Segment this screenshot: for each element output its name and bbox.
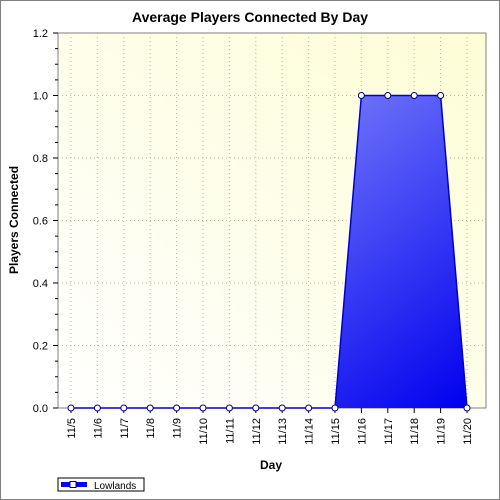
x-tick-label: 11/17 <box>383 418 395 445</box>
y-tick-label: 0.4 <box>33 278 48 290</box>
data-point <box>173 404 181 412</box>
legend-box <box>57 477 145 492</box>
legend: Lowlands <box>57 477 145 492</box>
data-point <box>93 404 101 412</box>
data-point <box>225 404 233 412</box>
data-point <box>331 404 339 412</box>
y-tick-label: 1.2 <box>33 28 48 40</box>
y-tick-label: 1.0 <box>33 91 48 103</box>
y-axis-label: Players Connected <box>7 166 21 274</box>
x-tick-label: 11/12 <box>251 418 263 445</box>
series-area <box>71 94 468 409</box>
x-tick-label: 11/19 <box>436 418 448 445</box>
legend-marker <box>69 481 77 488</box>
data-point <box>146 404 154 412</box>
x-axis-ticks: 11/5 11/6 11/7 11/8 11/9 11/10 11/11 11/12 11/13… <box>66 408 474 445</box>
x-tick-label: 11/5 <box>66 418 78 439</box>
y-tick-label: 0.8 <box>33 153 48 165</box>
chart-title: Average Players Connected By Day <box>132 9 368 25</box>
y-tick-label: 0.6 <box>33 216 48 228</box>
x-tick-label: 11/11 <box>224 418 236 444</box>
y-tick-label: 0.0 <box>33 403 48 415</box>
data-point <box>437 92 445 99</box>
legend-label: Lowlands <box>94 481 136 492</box>
x-tick-label: 11/8 <box>145 418 157 439</box>
x-tick-label: 11/15 <box>330 418 342 445</box>
data-point <box>120 404 128 412</box>
series-line <box>71 94 468 409</box>
x-tick-label: 11/18 <box>409 418 421 445</box>
data-point <box>384 92 392 99</box>
x-tick-label: 11/10 <box>198 418 210 445</box>
x-tick-label: 11/7 <box>119 418 131 439</box>
data-point <box>67 404 75 412</box>
data-point <box>252 404 260 412</box>
x-tick-label: 11/20 <box>462 418 474 445</box>
x-tick-label: 11/16 <box>356 418 368 445</box>
data-point <box>199 404 207 412</box>
data-point <box>410 92 418 99</box>
data-points <box>67 92 471 412</box>
x-tick-label: 11/9 <box>172 418 184 439</box>
data-point <box>278 404 286 412</box>
series-fill <box>71 95 467 408</box>
data-point <box>463 404 471 412</box>
x-tick-label: 11/13 <box>277 418 289 445</box>
y-tick-label: 0.2 <box>33 341 48 353</box>
x-tick-label: 11/14 <box>304 418 316 445</box>
data-point <box>357 92 365 99</box>
data-point <box>305 404 313 412</box>
x-tick-label: 11/6 <box>92 418 104 439</box>
x-axis-label: Day <box>260 458 282 472</box>
y-axis-ticks: 0.0 0.2 0.4 0.6 0.8 1.0 1.2 <box>33 28 58 415</box>
